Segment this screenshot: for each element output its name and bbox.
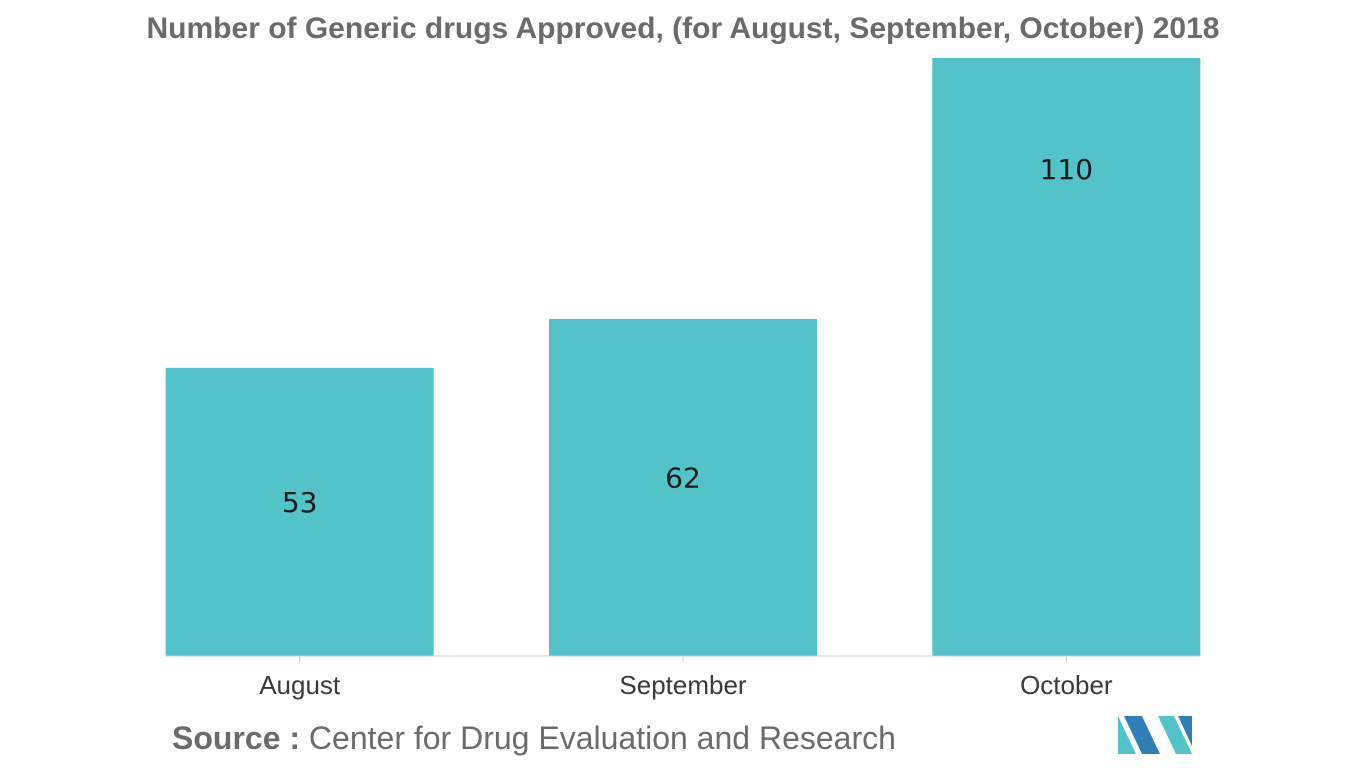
source-line: Source : Center for Drug Evaluation and … <box>172 720 896 757</box>
bars-layer <box>165 58 1201 656</box>
x-tick-label-october: October <box>1020 670 1113 700</box>
ticks-layer <box>299 656 1067 662</box>
data-label-september: 62 <box>665 461 701 494</box>
mordor-intelligence-logo-icon <box>1118 716 1192 754</box>
labels-layer: 53 August 62 September 110 October <box>259 153 1113 700</box>
logo-right-shape <box>1158 716 1192 754</box>
source-prefix: Source : <box>172 720 309 756</box>
data-label-august: 53 <box>282 486 318 519</box>
logo-middle-shape <box>1124 716 1160 754</box>
logo-right-edge <box>1178 716 1192 746</box>
x-tick-label-september: September <box>619 670 747 700</box>
x-tick-label-august: August <box>259 670 341 700</box>
bar-august <box>165 367 434 656</box>
logo-left-shape <box>1118 716 1136 754</box>
chart-title: Number of Generic drugs Approved, (for A… <box>146 12 1220 45</box>
bar-september <box>549 318 817 656</box>
bar-october <box>932 58 1201 656</box>
data-label-october: 110 <box>1040 153 1093 186</box>
source-text: Center for Drug Evaluation and Research <box>308 720 896 756</box>
